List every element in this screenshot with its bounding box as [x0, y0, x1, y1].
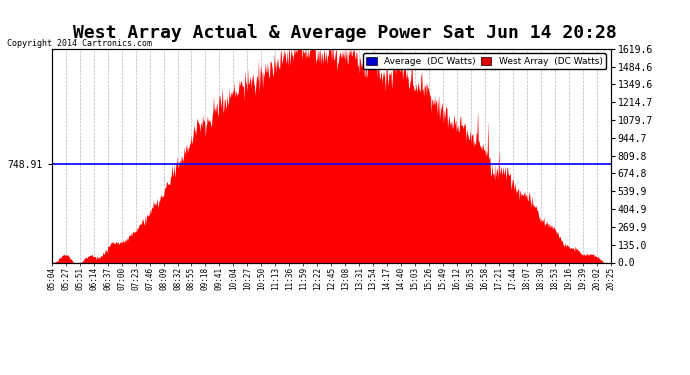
Legend: Average  (DC Watts), West Array  (DC Watts): Average (DC Watts), West Array (DC Watts…: [363, 53, 606, 69]
Text: West Array Actual & Average Power Sat Jun 14 20:28: West Array Actual & Average Power Sat Ju…: [73, 24, 617, 42]
Text: Copyright 2014 Cartronics.com: Copyright 2014 Cartronics.com: [7, 39, 152, 48]
